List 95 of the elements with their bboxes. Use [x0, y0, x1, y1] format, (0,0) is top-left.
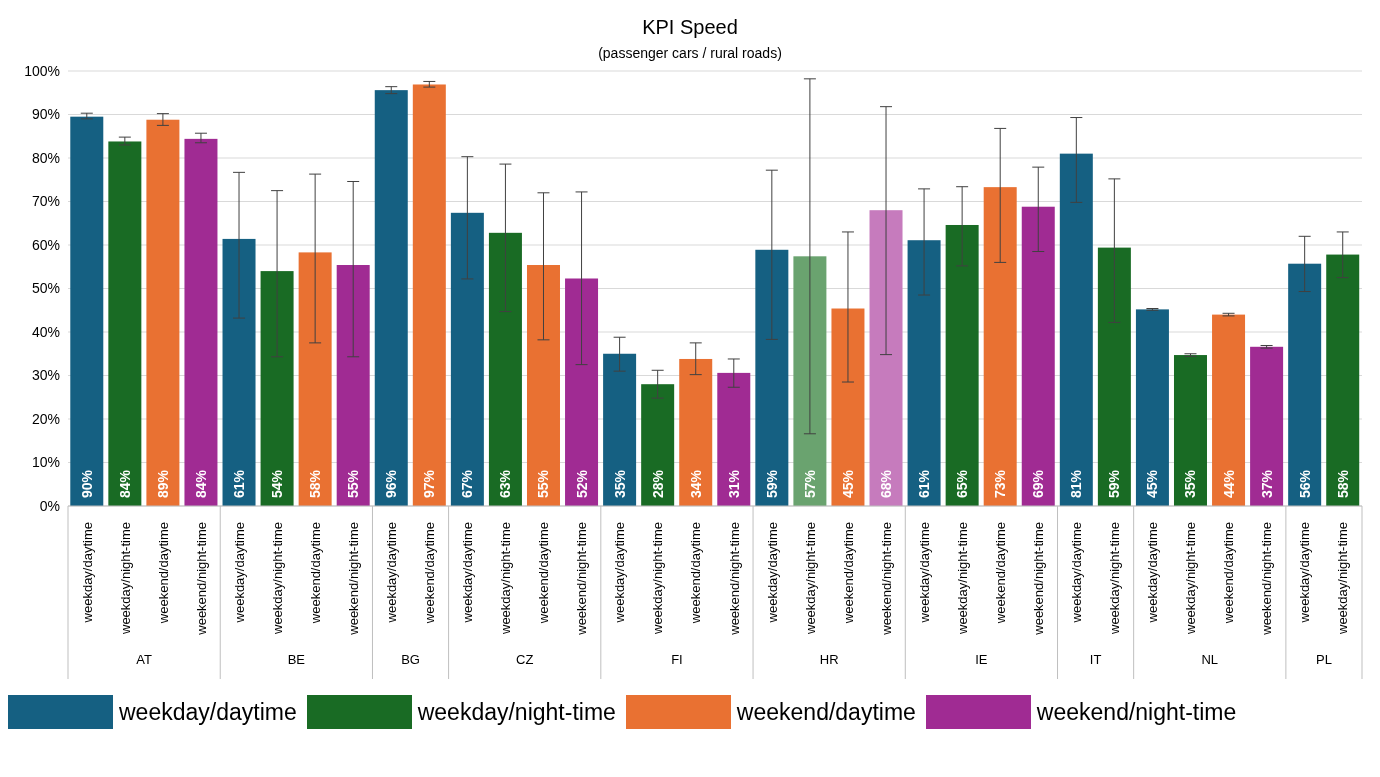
x-tick-label: weekday/daytime: [764, 522, 780, 624]
x-tick-label: weekday/daytime: [384, 522, 399, 624]
x-tick-label: weekday/night-time: [269, 522, 285, 635]
data-label: 45%: [839, 469, 856, 498]
x-tick-label: weekday/night-time: [498, 522, 514, 635]
data-label: 59%: [1106, 469, 1123, 498]
data-label: 34%: [687, 469, 704, 498]
y-tick-label: 70%: [31, 193, 60, 210]
data-label: 97%: [421, 469, 438, 498]
data-label: 61%: [231, 469, 248, 498]
x-tick-label: weekday/daytime: [460, 522, 476, 624]
x-tick-label: weekday/night-time: [650, 522, 666, 635]
x-tick-label: weekend/night-time: [726, 522, 742, 636]
x-tick-label: weekend/daytime: [840, 522, 856, 625]
data-label: 58%: [1334, 469, 1351, 498]
text: BG: [401, 652, 420, 667]
legend-label: weekday/daytime: [119, 698, 297, 726]
data-label: 68%: [878, 469, 895, 498]
x-tick-label: weekend/daytime: [422, 522, 438, 625]
data-label: 61%: [916, 469, 933, 498]
data-label: 44%: [1220, 469, 1237, 498]
data-label: 57%: [801, 469, 818, 498]
text: AT: [136, 652, 152, 667]
x-tick-label: weekday/night-time: [1107, 522, 1123, 635]
x-tick-label: weekday/daytime: [79, 522, 95, 624]
data-label: 31%: [725, 469, 742, 498]
x-tick-label: weekday/night-time: [1183, 522, 1199, 635]
x-tick-label: weekday/daytime: [231, 522, 247, 624]
x-tick-label: weekday/daytime: [1145, 522, 1161, 624]
data-label: 63%: [497, 469, 514, 498]
data-label: 73%: [992, 469, 1009, 498]
data-label: 89%: [154, 469, 171, 498]
y-tick-label: 100%: [24, 62, 60, 79]
data-label: 45%: [1144, 469, 1161, 498]
x-tick-label: weekend/night-time: [193, 522, 209, 636]
x-tick-label: weekend/night-time: [345, 522, 361, 636]
x-tick-label: weekday/daytime: [612, 522, 628, 624]
y-tick-label: 30%: [31, 367, 60, 384]
y-tick-label: 50%: [31, 280, 60, 297]
x-tick-label: weekday/night-time: [802, 522, 818, 635]
text: FI: [671, 652, 683, 667]
x-tick-label: weekday/daytime: [1297, 522, 1313, 624]
x-tick-label: weekend/daytime: [1221, 522, 1237, 625]
legend-label: weekday/night-time: [417, 698, 616, 726]
x-tick-label: weekend/night-time: [574, 522, 590, 636]
x-tick-label: weekend/daytime: [307, 522, 323, 625]
text: IE: [975, 652, 988, 667]
x-tick-label: weekend/daytime: [992, 522, 1008, 625]
data-label: 59%: [763, 469, 780, 498]
data-label: 35%: [611, 469, 628, 498]
text: PL: [1315, 652, 1332, 667]
x-tick-label: weekend/night-time: [878, 522, 894, 636]
x-tick-label: weekend/night-time: [1031, 522, 1046, 636]
text: HR: [819, 652, 839, 667]
data-label: 84%: [116, 469, 133, 498]
x-tick-label: weekend/daytime: [688, 522, 704, 625]
y-tick-label: 80%: [31, 149, 60, 166]
data-label: 35%: [1182, 469, 1199, 498]
data-label: 96%: [383, 469, 400, 498]
x-tick-label: weekend/daytime: [155, 522, 171, 625]
x-tick-label: weekday/daytime: [1069, 522, 1085, 624]
text: IT: [1089, 652, 1102, 667]
data-label: 56%: [1296, 469, 1313, 498]
x-tick-label: weekend/daytime: [536, 522, 552, 625]
data-label: 37%: [1258, 469, 1275, 498]
data-label: 55%: [345, 469, 362, 498]
data-label: 28%: [649, 469, 666, 498]
y-tick-label: 60%: [31, 236, 60, 253]
x-tick-label: weekday/daytime: [916, 522, 932, 624]
data-label: 81%: [1068, 469, 1085, 498]
text: BE: [287, 652, 306, 667]
data-label: 69%: [1030, 469, 1047, 498]
legend-label: weekend/night-time: [1036, 698, 1237, 726]
x-tick-label: weekday/night-time: [117, 522, 133, 635]
y-tick-label: 90%: [31, 106, 60, 123]
y-tick-label: 0%: [39, 497, 60, 514]
chart-title: KPI Speed: [641, 16, 739, 39]
x-tick-label: weekend/night-time: [1259, 522, 1275, 636]
x-tick-label: weekday/night-time: [1335, 522, 1351, 635]
data-label: 58%: [307, 469, 324, 498]
data-label: 55%: [535, 469, 552, 498]
y-tick-label: 40%: [31, 323, 60, 340]
y-tick-label: 20%: [31, 410, 60, 427]
x-tick-label: weekday/night-time: [954, 522, 970, 635]
legend-label: weekend/daytime: [736, 698, 916, 726]
data-label: 52%: [573, 469, 590, 498]
data-label: 67%: [459, 469, 476, 498]
y-tick-label: 10%: [31, 454, 60, 471]
data-label: 84%: [192, 469, 209, 498]
chart-subtitle: (passenger cars / rural roads): [597, 45, 783, 61]
data-label: 54%: [269, 469, 286, 498]
data-label: 65%: [954, 469, 971, 498]
data-label: 90%: [78, 469, 95, 498]
text: NL: [1201, 652, 1219, 667]
text: CZ: [516, 652, 534, 667]
